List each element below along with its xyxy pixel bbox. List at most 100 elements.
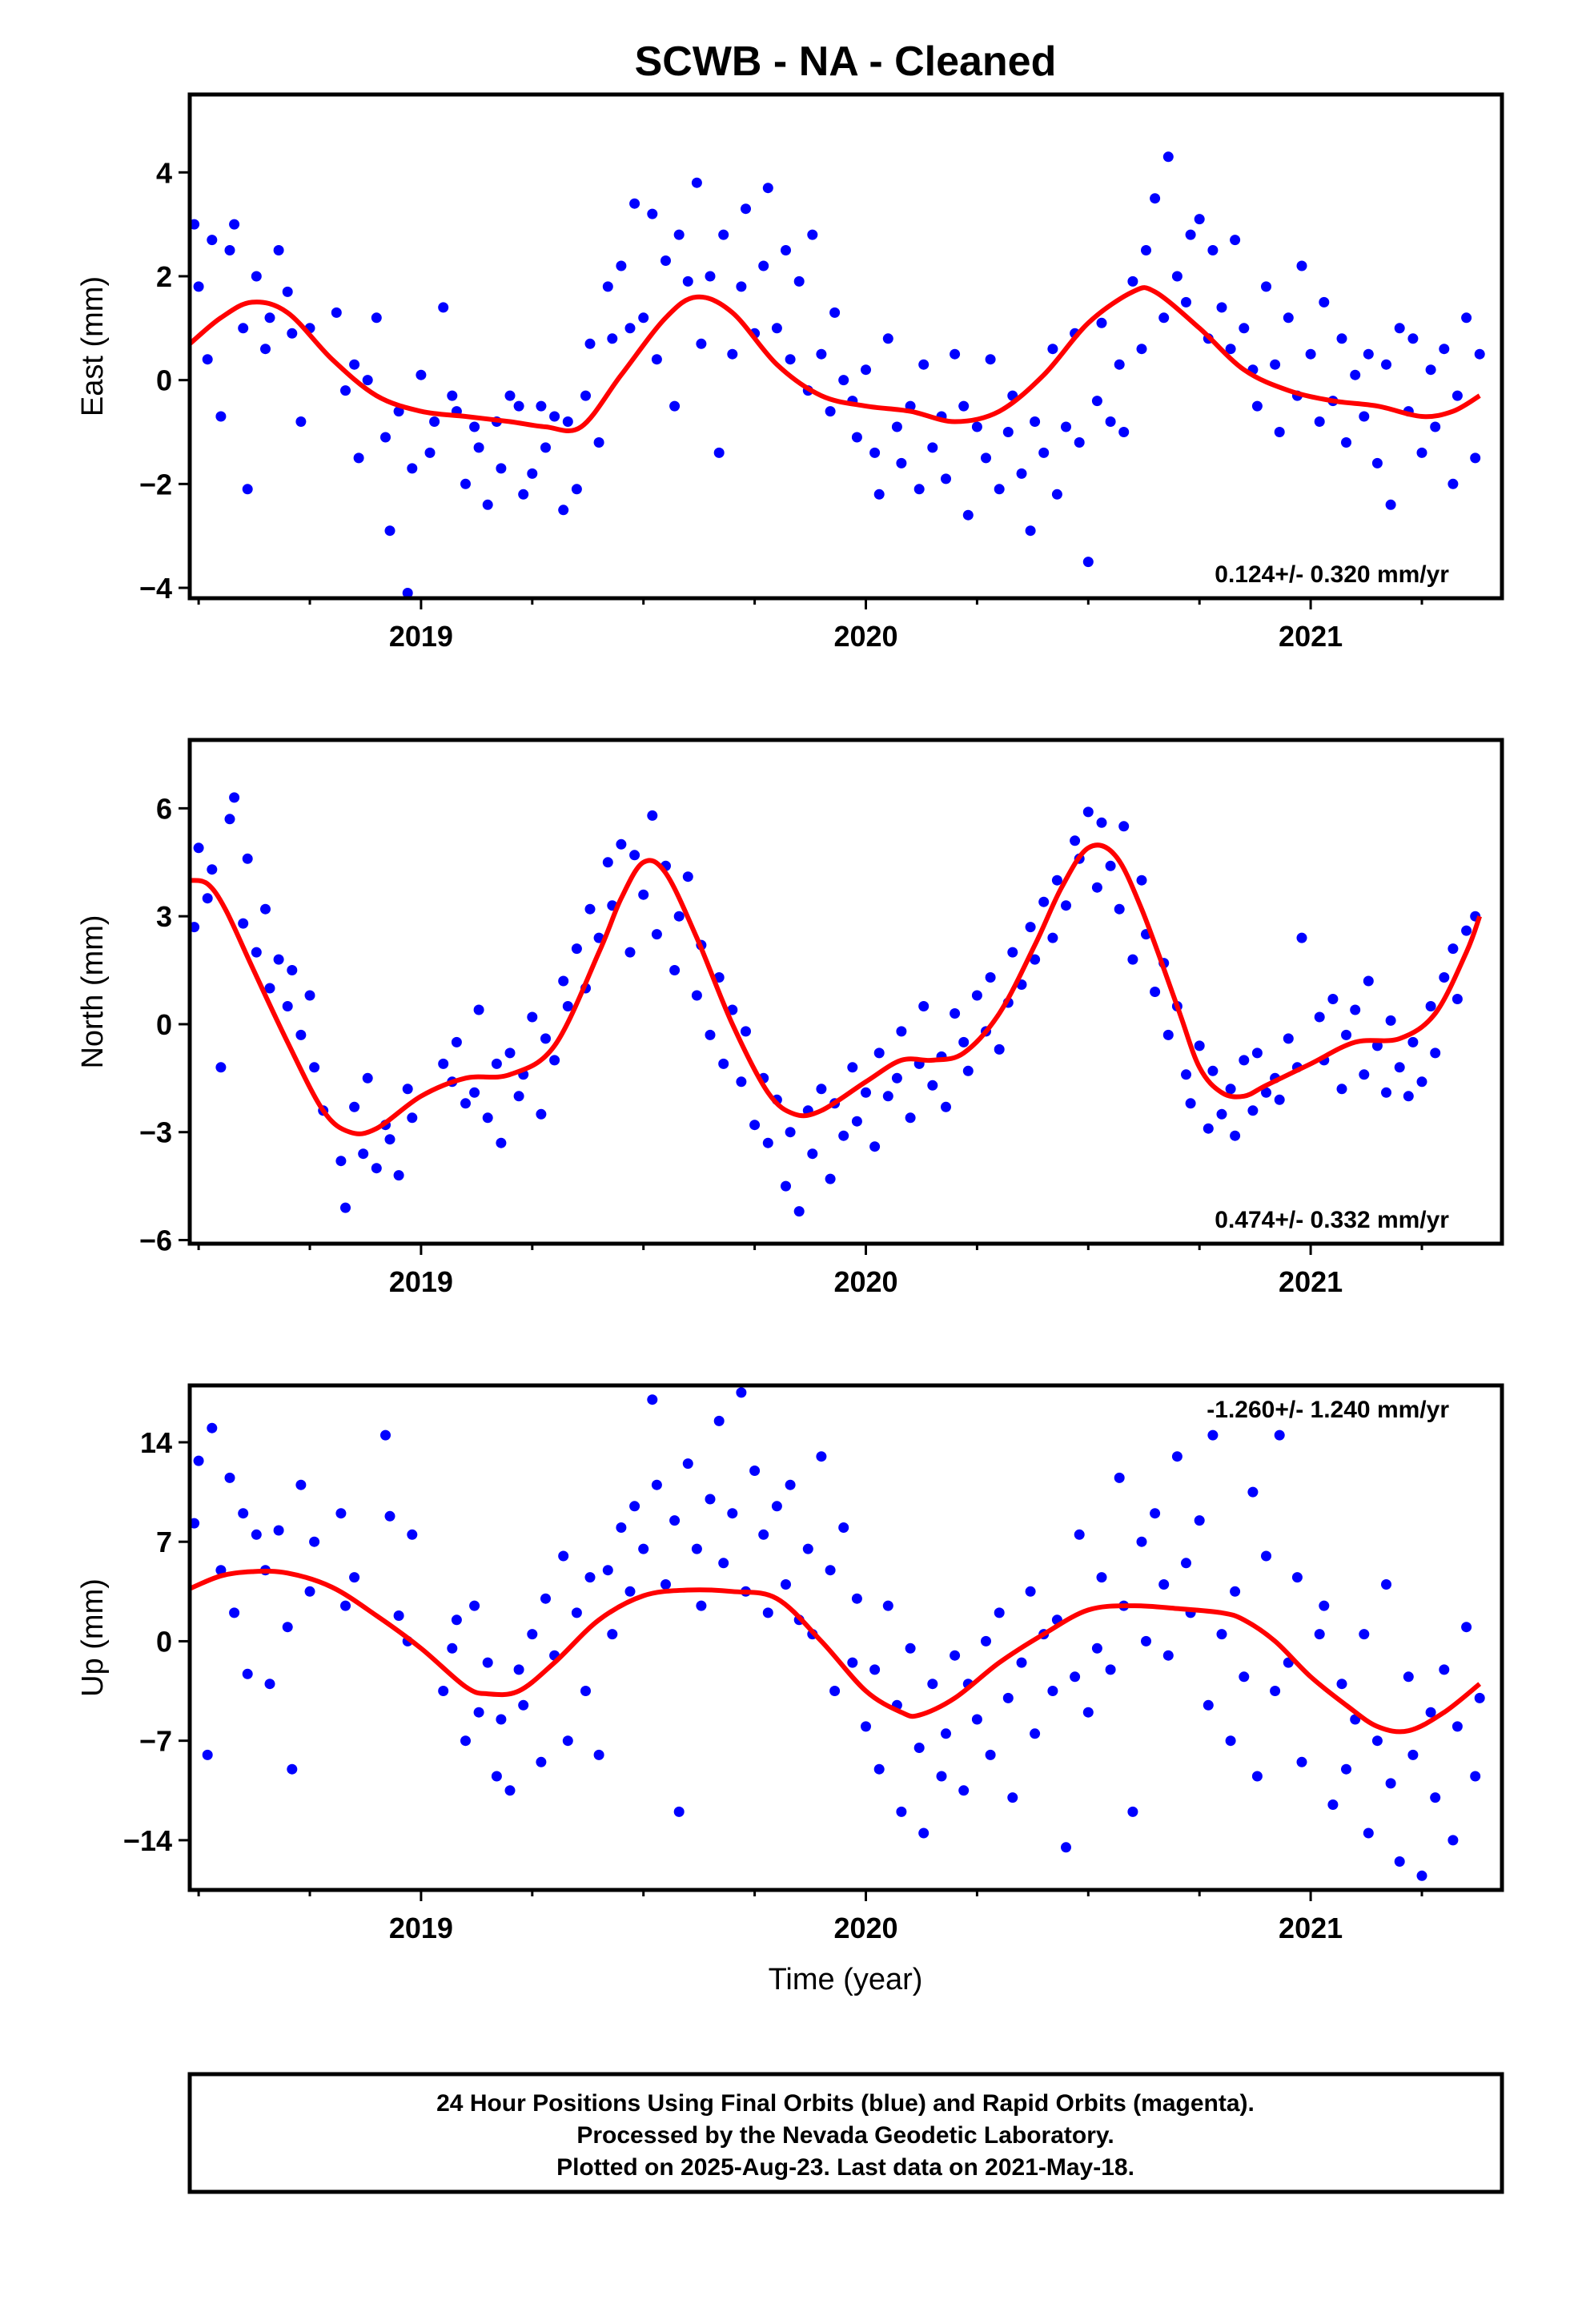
north-data-point [941,1101,951,1112]
east-data-point [371,312,382,324]
up-y-tick-label: −14 [123,1824,172,1857]
north-data-point [264,983,275,994]
up-data-point [1016,1657,1027,1668]
north-data-point [540,1033,551,1044]
up-data-point [1136,1536,1147,1547]
north-data-point [260,903,271,915]
east-data-point [1047,344,1058,355]
north-data-point [1207,1065,1219,1076]
east-data-point [1270,359,1281,370]
north-y-tick-label: −6 [139,1224,172,1257]
north-data-point [762,1137,773,1148]
north-data-point [309,1062,320,1073]
east-data-point [496,463,507,474]
up-data-point [238,1508,249,1519]
east-data-point [202,354,213,365]
up-data-point [540,1593,551,1604]
north-data-point [190,922,200,933]
up-data-point [607,1629,618,1640]
up-data-point [985,1749,996,1760]
north-data-point [1091,882,1102,893]
up-data-point [380,1429,391,1441]
east-data-point [1461,312,1472,324]
up-data-point [571,1607,582,1618]
east-data-point [1216,302,1227,313]
east-data-point [1230,235,1241,246]
up-x-tick-label: 2020 [833,1912,897,1944]
north-data-point [1350,1004,1361,1015]
up-data-point [1385,1778,1396,1789]
east-data-point [384,525,396,537]
north-data-point [362,1072,373,1084]
up-data-point [847,1657,858,1668]
up-data-point [1114,1472,1125,1483]
east-data-point [593,437,604,448]
up-data-point [1327,1799,1339,1810]
east-points [190,151,1485,598]
east-data-point [331,307,342,318]
east-data-point [1030,416,1041,427]
north-data-point [202,893,213,904]
east-data-point [718,229,729,240]
east-data-point [416,369,427,380]
north-data-point [251,947,262,958]
east-data-point [1350,369,1361,380]
east-data-point [282,286,293,297]
north-data-point [1082,806,1094,818]
north-data-point [1247,1105,1259,1116]
up-data-point [393,1610,404,1621]
north-data-point [918,1001,930,1011]
up-data-point [950,1650,961,1661]
east-data-point [1394,323,1405,334]
up-data-point [1162,1650,1174,1661]
north-data-point [558,975,569,987]
east-data-point [1091,396,1102,407]
north-data-point [638,889,649,900]
north-data-point [438,1058,449,1069]
east-data-point [705,271,716,282]
up-data-point [927,1679,938,1690]
up-data-point [384,1510,396,1522]
east-data-point [229,219,240,230]
up-data-point [785,1479,796,1490]
up-data-point [496,1714,507,1725]
east-data-point [1127,275,1138,287]
east-data-point [273,245,284,255]
north-data-point [491,1058,502,1069]
north-data-point [896,1026,907,1037]
up-data-point [1203,1699,1214,1711]
up-data-point [527,1629,538,1640]
north-data-point [207,864,218,875]
up-data-point [1025,1586,1036,1597]
north-data-point [1452,994,1463,1004]
north-data-point [1336,1084,1347,1095]
east-data-point [1274,427,1285,437]
up-data-point [349,1572,360,1583]
east-y-tick-label: 0 [156,364,172,397]
up-data-point [624,1586,636,1597]
east-data-point [527,468,538,479]
east-x-tick-label: 2020 [833,620,897,653]
up-data-point [905,1642,916,1654]
east-data-point [691,177,702,188]
east-data-point [785,354,796,365]
east-data-point [607,333,618,344]
north-data-point [1114,903,1125,915]
up-data-point [861,1721,871,1732]
up-data-point [1141,1635,1151,1647]
up-data-point [691,1543,702,1554]
east-data-point [838,375,849,386]
up-data-point [562,1735,573,1747]
north-data-point [616,838,627,850]
east-data-point [407,463,418,474]
east-data-point [1239,323,1250,334]
east-data-point [958,400,970,412]
north-data-point [891,1072,902,1084]
north-data-point [962,1065,974,1076]
east-y-tick-label: 2 [156,260,172,293]
up-data-point [1105,1664,1116,1675]
east-data-point [460,478,471,489]
east-data-point [1061,421,1071,432]
north-data-point [1025,922,1036,933]
up-data-point [473,1707,484,1718]
